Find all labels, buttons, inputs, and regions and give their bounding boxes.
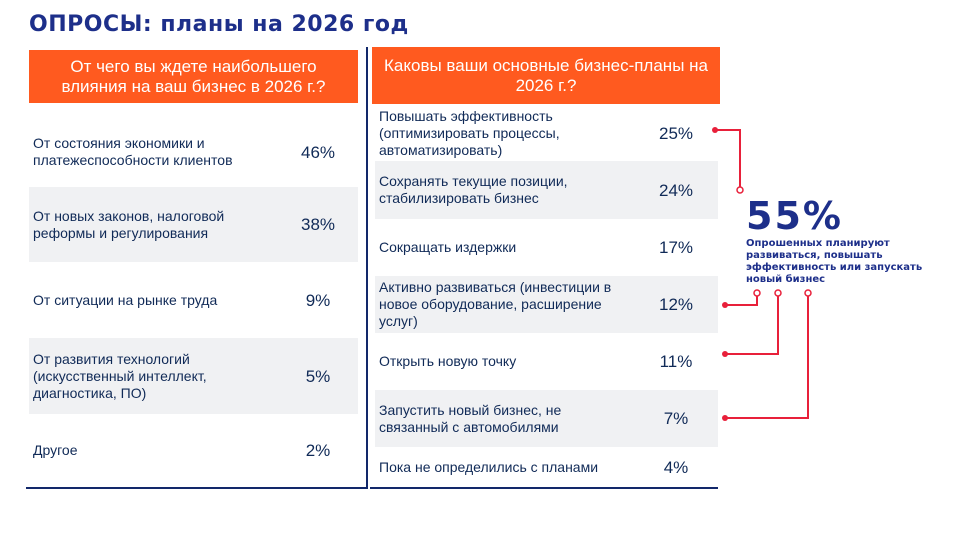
connector-line xyxy=(725,294,809,419)
row-percent: 5% xyxy=(305,366,331,386)
left-row: От новых законов, налоговой реформы и ре… xyxy=(29,187,358,262)
page-title: ОПРОСЫ: планы на 2026 год xyxy=(29,12,409,37)
row-label: От ситуации на рынке труда xyxy=(33,291,218,308)
left-row: От развития технологий (искусственный ин… xyxy=(29,338,358,414)
row-label: Сокращать издержки xyxy=(379,239,517,255)
right-row: Запустить новый бизнес, не связанный с а… xyxy=(375,390,718,447)
row-percent: 46% xyxy=(300,142,336,162)
left-row: От ситуации на рынке труда 9% xyxy=(29,262,358,338)
row-label: Другое xyxy=(33,442,78,458)
right-row: Пока не определились с планами 4% xyxy=(375,447,718,487)
right-row: Сохранять текущие позиции, стабилизирова… xyxy=(375,161,718,219)
row-label: От новых законов, налоговой реформы и ре… xyxy=(33,207,225,241)
connector-dot xyxy=(753,289,761,297)
row-label: От состояния экономики и платежеспособно… xyxy=(33,135,233,168)
row-percent: 2% xyxy=(305,441,331,460)
connector-dot xyxy=(736,186,744,194)
left-question-header: От чего вы ждете наибольшего влияния на … xyxy=(29,50,358,103)
right-row: Повышать эффективность (оптимизировать п… xyxy=(375,105,718,161)
connector-line xyxy=(715,129,741,188)
connector-dot xyxy=(722,351,728,357)
row-percent: 7% xyxy=(663,409,689,428)
right-row: Сокращать издержки 17% xyxy=(375,219,718,276)
row-percent: 11% xyxy=(659,352,693,371)
row-percent: 24% xyxy=(658,180,694,200)
connector-dot xyxy=(774,289,782,297)
summary-percent: 55% xyxy=(746,194,843,238)
row-percent: 25% xyxy=(658,123,694,143)
connector-line xyxy=(725,294,758,306)
row-label: Активно развиваться (инвестиции в новое … xyxy=(379,279,612,329)
row-percent: 12% xyxy=(658,295,694,314)
left-row: Другое 2% xyxy=(29,414,358,487)
row-percent: 17% xyxy=(658,238,694,257)
summary-description: Опрошенных планируют развиваться, повыша… xyxy=(746,238,923,285)
left-row: От состояния экономики и платежеспособно… xyxy=(29,117,358,187)
row-label: Повышать эффективность (оптимизировать п… xyxy=(379,107,560,158)
row-label: От развития технологий (искусственный ин… xyxy=(33,350,207,401)
row-label: Открыть новую точку xyxy=(379,353,517,369)
table-bottom-line xyxy=(26,487,366,489)
row-percent: 9% xyxy=(305,290,331,310)
connector-dot xyxy=(722,415,728,421)
column-divider xyxy=(366,47,368,489)
connector-dot xyxy=(722,302,728,308)
row-label: Пока не определились с планами xyxy=(379,458,599,475)
row-percent: 4% xyxy=(663,457,689,477)
connector-dot xyxy=(804,289,812,297)
row-percent: 38% xyxy=(300,215,336,234)
connector-dot xyxy=(712,127,718,133)
right-row: Активно развиваться (инвестиции в новое … xyxy=(375,276,718,333)
table-bottom-line xyxy=(370,487,718,489)
right-row: Открыть новую точку 11% xyxy=(375,333,718,390)
row-label: Запустить новый бизнес, не связанный с а… xyxy=(379,401,562,435)
right-question-header: Каковы ваши основные бизнес-планы на 202… xyxy=(372,47,720,104)
connector-line xyxy=(725,294,779,355)
row-label: Сохранять текущие позиции, стабилизирова… xyxy=(379,173,568,206)
